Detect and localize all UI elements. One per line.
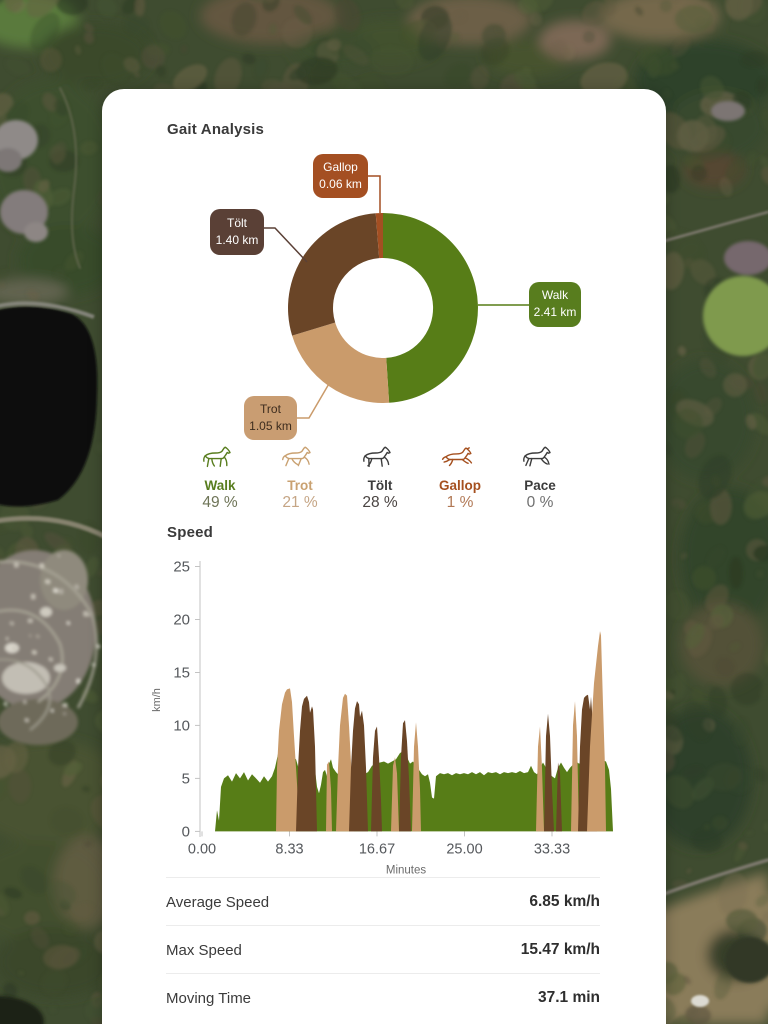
svg-text:km/h: km/h [151,688,163,712]
svg-text:15: 15 [173,665,190,682]
svg-text:Minutes: Minutes [386,864,427,876]
svg-text:16.67: 16.67 [359,841,395,857]
svg-text:20: 20 [173,612,190,629]
svg-text:10: 10 [173,717,190,734]
svg-text:0.00: 0.00 [188,841,216,857]
svg-text:33.33: 33.33 [534,841,570,857]
svg-text:25: 25 [173,559,190,576]
svg-text:0: 0 [182,823,190,840]
svg-text:8.33: 8.33 [275,841,303,857]
svg-text:25.00: 25.00 [446,841,482,857]
svg-text:5: 5 [182,770,190,787]
